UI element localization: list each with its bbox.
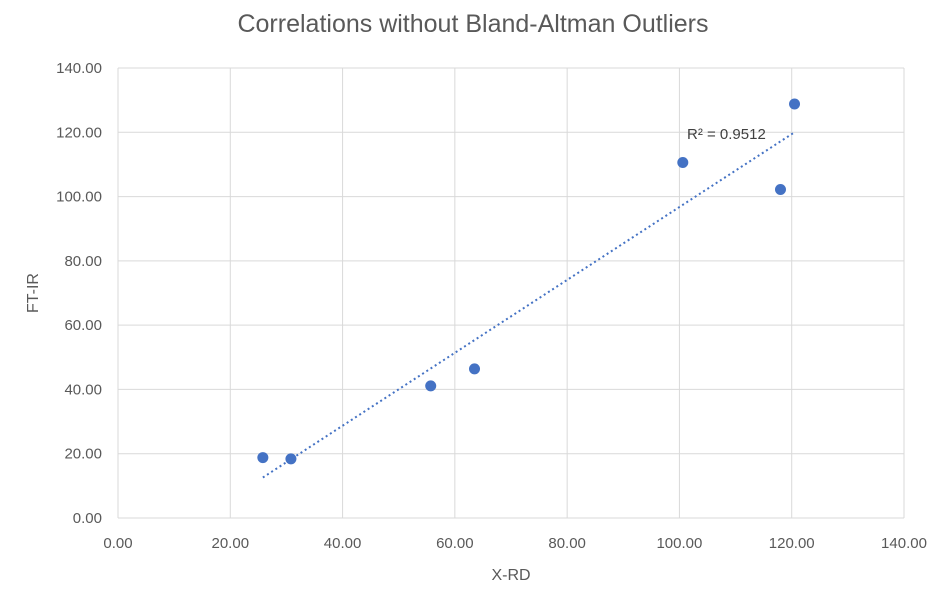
y-tick-label: 140.00 xyxy=(56,60,102,77)
x-tick-label: 100.00 xyxy=(656,535,702,552)
y-tick-label: 100.00 xyxy=(56,189,102,206)
y-tick-label: 0.00 xyxy=(73,510,102,527)
data-points xyxy=(257,98,801,465)
trendline xyxy=(262,131,796,479)
y-tick-label: 120.00 xyxy=(56,124,102,141)
y-axis-title: FT-IR xyxy=(25,273,42,313)
x-axis-title: X-RD xyxy=(491,567,530,584)
x-tick-label: 120.00 xyxy=(769,535,815,552)
x-tick-label: 60.00 xyxy=(436,535,474,552)
trendline-layer xyxy=(262,131,796,479)
data-point xyxy=(425,380,437,392)
x-tick-label: 0.00 xyxy=(103,535,132,552)
r-squared-label: R² = 0.9512 xyxy=(687,126,766,143)
y-tick-label: 60.00 xyxy=(64,317,102,334)
data-point xyxy=(285,453,297,465)
chart-title: Correlations without Bland-Altman Outlie… xyxy=(237,10,709,38)
x-tick-label: 20.00 xyxy=(212,535,250,552)
x-tick-label: 140.00 xyxy=(881,535,927,552)
y-tick-label: 40.00 xyxy=(64,381,102,398)
x-tick-label: 40.00 xyxy=(324,535,362,552)
data-point xyxy=(789,98,801,110)
y-tick-label: 80.00 xyxy=(64,253,102,270)
data-point xyxy=(469,363,481,375)
y-tick-label: 20.00 xyxy=(64,446,102,463)
data-point xyxy=(257,452,269,464)
data-point xyxy=(677,157,689,168)
data-point xyxy=(774,184,786,195)
tick-labels: 0.00 20.00 40.00 60.00 80.00 100.00 120.00 140.… xyxy=(56,60,927,552)
gridlines xyxy=(117,67,905,519)
x-tick-label: 80.00 xyxy=(548,535,586,552)
